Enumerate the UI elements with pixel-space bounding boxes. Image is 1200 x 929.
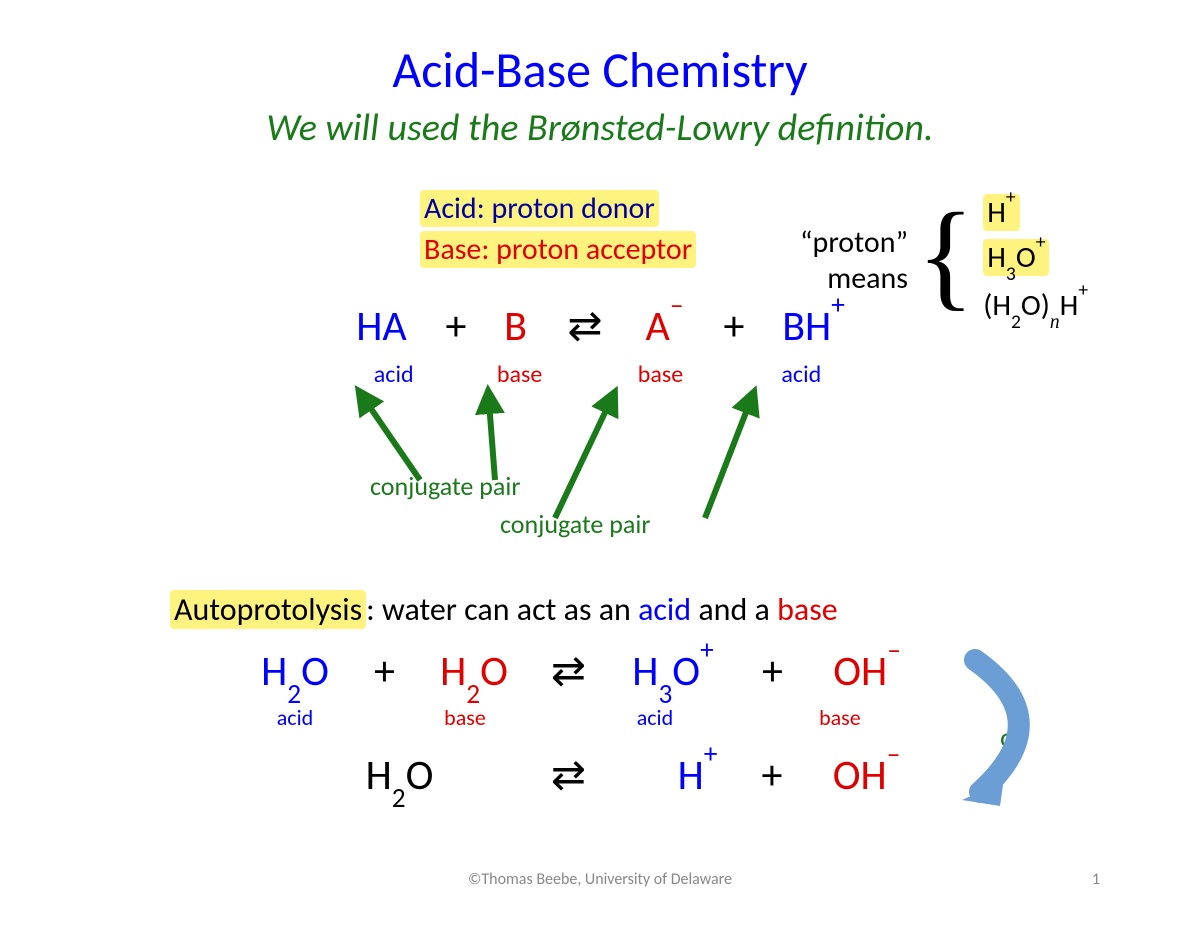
equation-one-roles: acid base base acid [300,360,900,389]
autoprotolysis-word: Autoprotolysis [170,590,366,629]
conjugate-pair-label-2: conjugate pair [500,508,650,540]
equation-two-row-1: H2O + H2O ⇄ H3O+ + OH– [240,645,960,702]
or-label: or [1000,720,1025,755]
base-definition: Base: proton acceptor [420,231,696,268]
proton-label-top: “proton” [800,224,908,261]
equation-two: H2O + H2O ⇄ H3O+ + OH– acid base acid ba… [240,645,960,807]
page-subtitle: We will used the Brønsted-Lowry definiti… [0,105,1200,151]
brace-icon: { [917,215,975,295]
credit-line: ©Thomas Beebe, University of Delaware [0,870,1200,889]
equation-one-formula: HA + B ⇄ A– + BH+ [300,300,900,352]
equation-two-row-2: H2O ⇄ H+ + OH– [240,749,960,806]
proton-item-h3o: H3O+ [983,239,1049,276]
definitions-block: Acid: proton donor Base: proton acceptor [420,190,696,268]
proton-item-h: H+ [983,194,1019,231]
autoprotolysis-line: Autoprotolysis: water can act as an acid… [170,590,838,629]
acid-definition: Acid: proton donor [420,190,696,227]
proton-item-cluster: (H2O)nH+ [983,283,1088,331]
equation-two-roles: acid base acid base [240,704,960,731]
page-number: 1 [1092,870,1100,889]
conjugate-pair-label-1: conjugate pair [370,470,520,502]
page-title: Acid-Base Chemistry [0,40,1200,101]
equation-one: HA + B ⇄ A– + BH+ acid base base acid [300,300,900,389]
